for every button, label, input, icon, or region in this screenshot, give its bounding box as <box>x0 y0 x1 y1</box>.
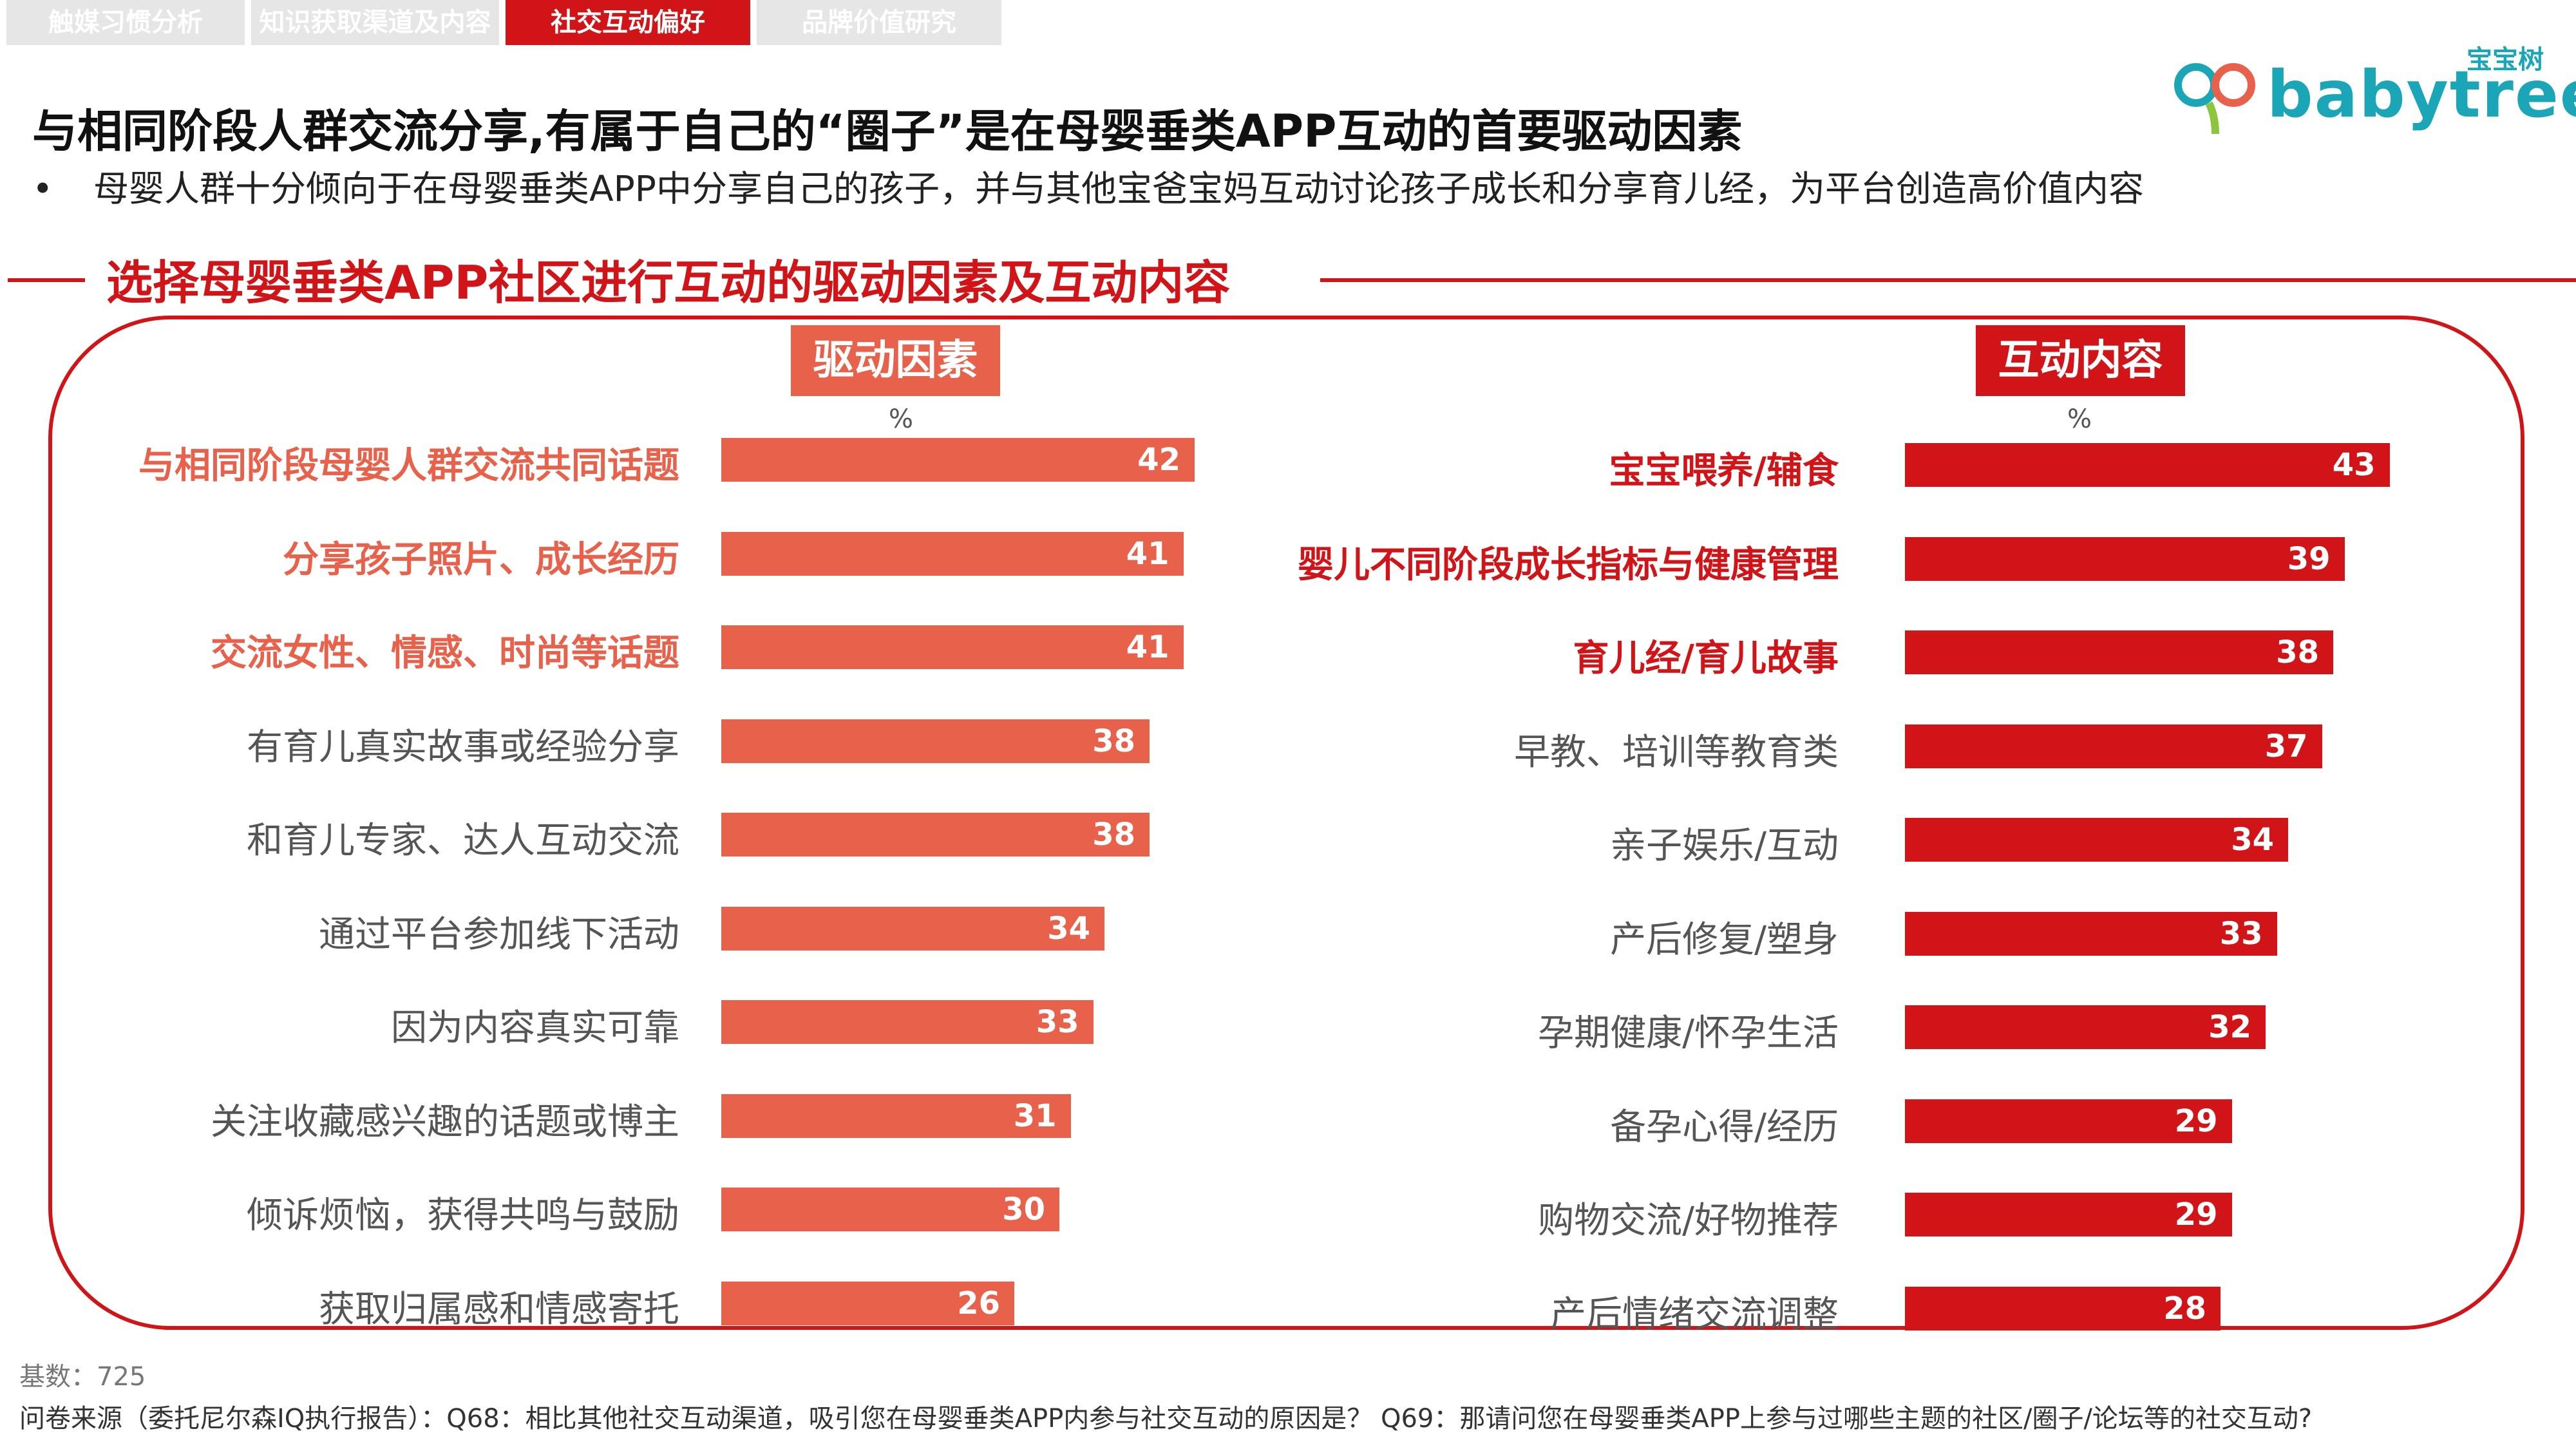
right-category-label: 产后情绪交流调整 <box>1550 1293 1839 1336</box>
left-bar: 41 <box>721 531 1184 576</box>
right-category-label: 宝宝喂养/辅食 <box>1609 450 1839 492</box>
left-category-label: 交流女性、情感、时尚等话题 <box>211 632 679 674</box>
left-chart-title: 驱动因素 <box>791 325 1000 396</box>
right-bar-value-label: 34 <box>2231 822 2274 858</box>
right-chart-title: 互动内容 <box>1976 325 2185 396</box>
left-bar: 38 <box>721 813 1150 857</box>
left-category-label: 与相同阶段母婴人群交流共同话题 <box>138 445 679 487</box>
left-bar-value-label: 33 <box>1036 1004 1079 1040</box>
left-bar-value-label: 31 <box>1013 1097 1057 1134</box>
left-category-label: 获取归属感和情感寄托 <box>319 1288 679 1331</box>
section-divider-right <box>1320 278 2576 282</box>
summary-bullet: • 母婴人群十分倾向于在母婴垂类APP中分享自己的孩子，并与其他宝爸宝妈互动讨论孩… <box>32 160 2144 211</box>
right-bar: 34 <box>1905 818 2288 862</box>
left-bar-value-label: 41 <box>1126 629 1170 665</box>
section-divider-left <box>8 278 85 282</box>
babytree-logo-icon <box>2174 63 2255 135</box>
left-bar-value-label: 38 <box>1092 723 1135 759</box>
left-bar-value-label: 41 <box>1126 535 1170 572</box>
left-category-label: 倾诉烦恼，获得共鸣与鼓励 <box>247 1195 679 1236</box>
right-bar-value-label: 38 <box>2276 634 2319 670</box>
right-bar-value-label: 37 <box>2264 728 2308 764</box>
page-title: 与相同阶段人群交流分享,有属于自己的“圈子”是在母婴垂类APP互动的首要驱动因素 <box>32 105 1743 158</box>
right-bar-value-label: 29 <box>2174 1197 2218 1233</box>
right-category-label: 育儿经/育儿故事 <box>1573 638 1839 679</box>
left-bar-value-label: 38 <box>1092 817 1135 853</box>
right-bar: 39 <box>1905 536 2345 581</box>
right-bar: 29 <box>1905 1193 2232 1236</box>
right-bar: 38 <box>1905 630 2333 674</box>
left-bar: 38 <box>721 719 1150 763</box>
left-bar: 30 <box>721 1188 1059 1231</box>
right-bar: 29 <box>1905 1099 2232 1143</box>
base-note: 基数：725 <box>19 1362 146 1392</box>
right-bar-value-label: 39 <box>2287 540 2331 577</box>
left-bar: 26 <box>721 1281 1014 1325</box>
left-chart-unit: % <box>889 404 914 434</box>
left-category-label: 通过平台参加线下活动 <box>319 913 679 956</box>
right-category-label: 婴儿不同阶段成长指标与健康管理 <box>1298 544 1839 586</box>
tab-media-habits[interactable]: 触媒习惯分析 <box>6 0 245 45</box>
right-category-label: 产后修复/塑身 <box>1610 918 1839 961</box>
tab-social-interaction[interactable]: 社交互动偏好 <box>506 0 750 45</box>
left-bar-value-label: 30 <box>1002 1191 1045 1227</box>
left-bar-value-label: 34 <box>1047 910 1090 947</box>
bullet-marker: • <box>32 168 53 209</box>
left-bar: 31 <box>721 1094 1071 1138</box>
left-bar: 34 <box>721 906 1104 951</box>
left-category-label: 因为内容真实可靠 <box>391 1007 679 1049</box>
tab-brand-value[interactable]: 品牌价值研究 <box>757 0 1001 45</box>
right-bar-value-label: 29 <box>2174 1103 2218 1139</box>
source-note: 问卷来源（委托尼尔森IQ执行报告）：Q68：相比其他社交互动渠道，吸引您在母婴垂… <box>19 1404 2313 1434</box>
right-bar: 43 <box>1905 443 2390 487</box>
tab-knowledge-channels[interactable]: 知识获取渠道及内容 <box>251 0 499 45</box>
right-chart-unit: % <box>2067 404 2092 434</box>
section-title: 选择母婴垂类APP社区进行互动的驱动因素及互动内容 <box>106 256 1231 310</box>
right-bar: 33 <box>1905 911 2277 956</box>
right-bar-value-label: 33 <box>2219 915 2263 952</box>
left-category-label: 和育儿专家、达人互动交流 <box>247 820 679 862</box>
logo-english-text: babytree <box>2267 57 2576 132</box>
left-bar-value-label: 42 <box>1137 442 1180 478</box>
left-bar: 42 <box>721 438 1195 482</box>
left-bar: 41 <box>721 625 1184 669</box>
right-bar: 28 <box>1905 1286 2221 1331</box>
chart-frame <box>48 316 2524 1330</box>
right-category-label: 亲子娱乐/互动 <box>1610 825 1839 867</box>
right-bar: 32 <box>1905 1005 2266 1049</box>
right-category-label: 早教、培训等教育类 <box>1514 731 1839 773</box>
right-bar-value-label: 43 <box>2332 447 2376 483</box>
logo-chinese-text: 宝宝树 <box>2467 45 2544 75</box>
right-bar: 37 <box>1905 724 2322 768</box>
babytree-logo: 宝宝树 babytree <box>2170 39 2576 135</box>
right-category-label: 孕期健康/怀孕生活 <box>1538 1012 1839 1054</box>
right-category-label: 购物交流/好物推荐 <box>1538 1200 1839 1242</box>
right-bar-value-label: 32 <box>2208 1009 2251 1045</box>
right-bar-value-label: 28 <box>2163 1290 2206 1327</box>
right-category-label: 备孕心得/经历 <box>1610 1106 1839 1148</box>
left-bar-value-label: 26 <box>957 1285 1000 1321</box>
left-category-label: 分享孩子照片、成长经历 <box>283 538 679 581</box>
summary-text: 母婴人群十分倾向于在母婴垂类APP中分享自己的孩子，并与其他宝爸宝妈互动讨论孩子… <box>93 168 2144 209</box>
left-bar: 33 <box>721 1000 1094 1044</box>
left-category-label: 有育儿真实故事或经验分享 <box>247 726 679 768</box>
left-category-label: 关注收藏感兴趣的话题或博主 <box>211 1101 679 1143</box>
